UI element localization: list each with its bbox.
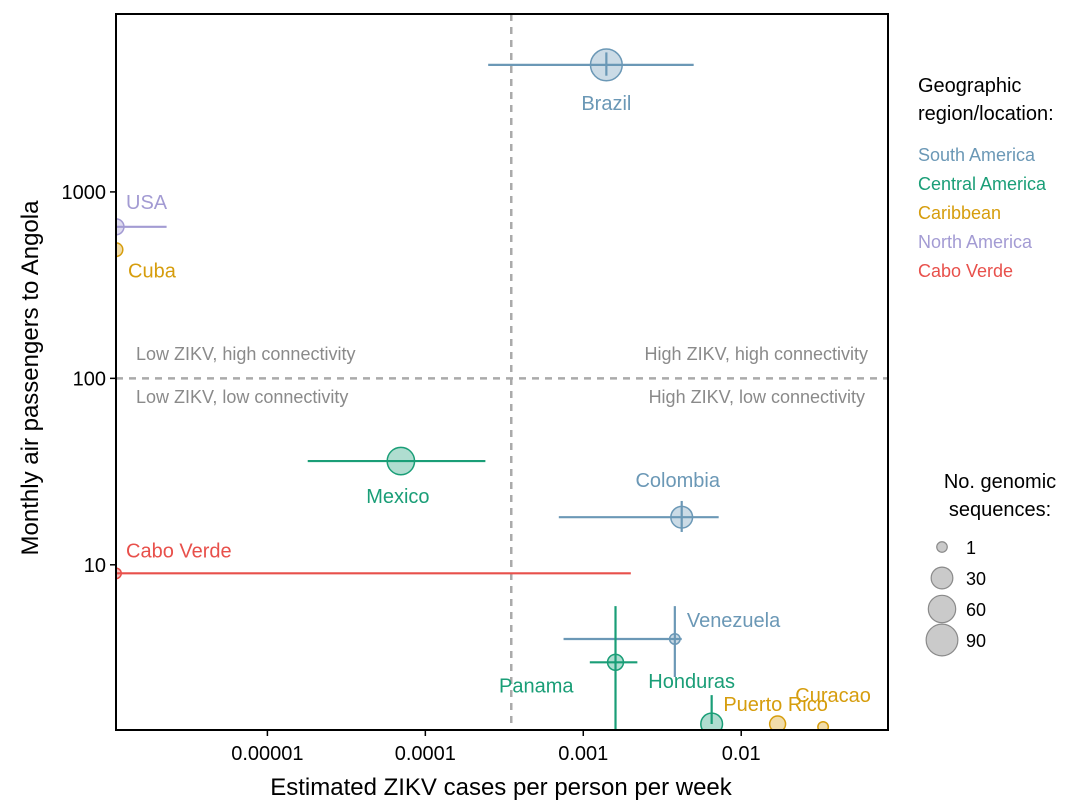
legend-title-size: No. genomic [944, 471, 1056, 493]
data-point [817, 720, 830, 730]
data-point [386, 446, 416, 476]
data-point [668, 632, 681, 645]
quadrant-label-top-right: High ZIKV, high connectivity [645, 344, 868, 364]
x-tick-label: 0.01 [722, 743, 761, 765]
x-axis-title: Estimated ZIKV cases per person per week [270, 774, 733, 801]
data-point [606, 653, 625, 671]
quadrant-label-bottom-right: High ZIKV, low connectivity [649, 387, 865, 407]
quadrant-label-bottom-left: Low ZIKV, low connectivity [136, 387, 348, 407]
legend-size-circle [925, 623, 959, 657]
country-label: Cabo Verde [126, 540, 232, 562]
legend-size-circle [930, 566, 954, 590]
y-axis-title: Monthly air passengers to Angola [17, 200, 44, 556]
legend-title-region: Geographic [918, 75, 1021, 97]
legend: Geographic region/location: South America C… [918, 75, 1056, 657]
country-label: Venezuela [687, 610, 781, 632]
points-group [116, 48, 830, 730]
y-tick-label: 1000 [62, 182, 107, 204]
axis-layer: 0.00001 0.0001 0.001 0.01 10 100 1000 [62, 13, 889, 765]
country-label: Mexico [366, 486, 429, 508]
country-label: Honduras [648, 671, 735, 693]
data-point [589, 48, 623, 82]
legend-item: Central America [918, 174, 1047, 194]
legend-item: Caribbean [918, 203, 1001, 223]
country-label: Colombia [635, 470, 720, 492]
country-label: Cuba [128, 261, 177, 283]
x-tick-label: 0.00001 [231, 743, 303, 765]
quadrant-labels: Low ZIKV, high connectivity High ZIKV, h… [136, 344, 868, 407]
legend-item: North America [918, 232, 1033, 252]
legend-item: Cabo Verde [918, 261, 1013, 281]
legend-size-circle [927, 594, 957, 624]
legend-size-label: 60 [966, 600, 986, 620]
y-tick-label: 100 [73, 368, 106, 390]
x-tick-label: 0.001 [558, 743, 608, 765]
legend-title-region: region/location: [918, 103, 1054, 125]
x-tick-label: 0.0001 [395, 743, 456, 765]
data-point [116, 218, 125, 236]
legend-size-label: 1 [966, 538, 976, 558]
quadrant-label-top-left: Low ZIKV, high connectivity [136, 344, 355, 364]
data-point [768, 715, 787, 730]
country-label: Curacao [795, 685, 871, 707]
data-point [700, 712, 724, 730]
legend-title-size: sequences: [949, 499, 1051, 521]
data-layer: Brazil USA Cuba Mexico Colombia Cabo Verde Ven… [116, 48, 871, 730]
legend-size-label: 90 [966, 631, 986, 651]
country-label: Puerto Rico [723, 694, 828, 716]
legend-size-label: 30 [966, 569, 986, 589]
data-point [670, 505, 694, 529]
country-label: Panama [499, 675, 574, 697]
country-label: USA [126, 192, 168, 214]
y-tick-label: 10 [84, 555, 106, 577]
plot-border [115, 13, 889, 731]
country-label: Brazil [581, 93, 631, 115]
threshold-layer [116, 14, 888, 730]
legend-item: South America [918, 145, 1036, 165]
legend-size-circle [936, 541, 948, 553]
data-point [116, 567, 122, 580]
